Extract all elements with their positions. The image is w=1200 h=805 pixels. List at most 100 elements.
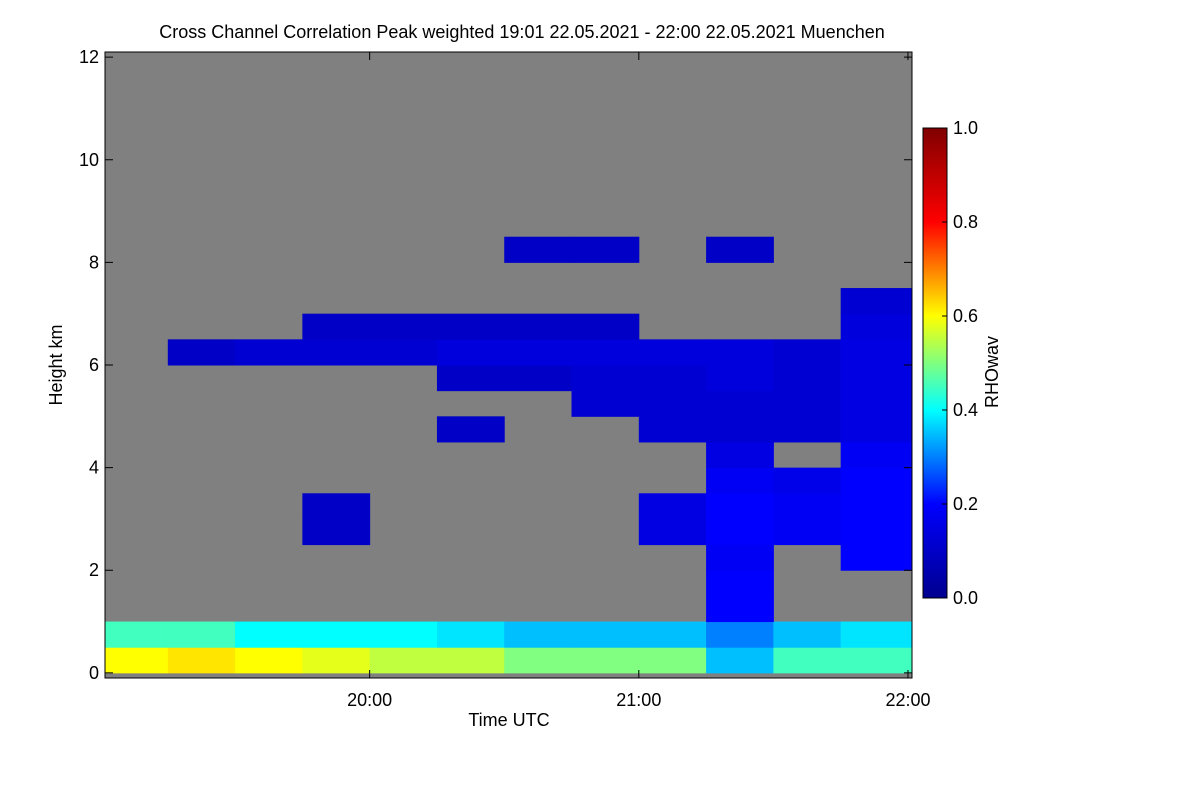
heat-cell xyxy=(638,647,707,674)
heat-cell xyxy=(235,339,303,366)
heat-cell xyxy=(840,441,912,469)
heat-cell xyxy=(571,339,640,366)
heat-cell xyxy=(773,365,842,392)
y-tick-label: 2 xyxy=(89,560,99,580)
heat-cell xyxy=(105,647,169,674)
heat-cell xyxy=(706,493,774,520)
heat-cell xyxy=(706,365,774,392)
y-tick-label: 0 xyxy=(89,663,99,683)
heat-cell xyxy=(571,621,640,648)
heat-cell xyxy=(706,416,774,443)
heat-cell xyxy=(840,365,912,392)
heat-cell xyxy=(840,647,912,674)
colorbar-tick-label: 0.0 xyxy=(953,588,978,608)
heat-cell xyxy=(638,416,707,443)
heat-cell xyxy=(436,647,505,674)
heat-cell xyxy=(369,647,438,674)
heat-cell xyxy=(706,441,774,469)
x-tick-label: 20:00 xyxy=(347,690,392,710)
heat-cell xyxy=(369,313,438,340)
heat-cell xyxy=(571,236,640,263)
heat-cell xyxy=(105,621,169,648)
y-tick-label: 8 xyxy=(89,252,99,272)
heat-cell xyxy=(706,339,774,366)
heat-cell xyxy=(773,518,842,546)
heat-cell xyxy=(302,621,371,648)
heat-cell xyxy=(773,647,842,674)
heat-cell xyxy=(436,313,505,340)
heat-cell xyxy=(436,621,505,648)
x-axis-label: Time UTC xyxy=(468,710,549,730)
heat-cell xyxy=(840,518,912,546)
heat-cell xyxy=(840,390,912,417)
heat-cell xyxy=(302,518,371,546)
heat-cell xyxy=(706,518,774,546)
heat-cell xyxy=(638,621,707,648)
heat-cell xyxy=(773,493,842,520)
heat-cell xyxy=(504,365,573,392)
colorbar-label: RHOwav xyxy=(982,336,1002,408)
colorbar-tick-label: 0.6 xyxy=(953,306,978,326)
heat-cell xyxy=(235,621,303,648)
heat-cell xyxy=(773,339,842,366)
x-tick-label: 21:00 xyxy=(616,690,661,710)
y-tick-label: 4 xyxy=(89,458,99,478)
heat-cell xyxy=(302,493,371,520)
heat-cell xyxy=(436,339,505,366)
colorbar-tick-label: 0.8 xyxy=(953,212,978,232)
heat-cell xyxy=(773,467,842,494)
heat-cell xyxy=(773,416,842,443)
heat-cell xyxy=(504,313,573,340)
heat-cell xyxy=(840,544,912,571)
chart-title: Cross Channel Correlation Peak weighted … xyxy=(159,22,885,42)
heat-cell xyxy=(638,339,707,366)
heat-cell xyxy=(706,467,774,494)
heat-cell xyxy=(706,621,774,648)
heat-cell xyxy=(773,390,842,417)
heat-cell xyxy=(638,365,707,392)
heat-cell xyxy=(504,621,573,648)
y-tick-label: 6 xyxy=(89,355,99,375)
heat-cell xyxy=(840,493,912,520)
colorbar-tick-label: 0.4 xyxy=(953,400,978,420)
heat-cell xyxy=(504,236,573,263)
heat-cell xyxy=(706,570,774,597)
heat-cell xyxy=(571,390,640,417)
heat-cell xyxy=(504,647,573,674)
heat-cell xyxy=(706,647,774,674)
heat-cell xyxy=(840,621,912,648)
heat-cell xyxy=(638,390,707,417)
heat-cell xyxy=(706,595,774,623)
y-axis-label: Height km xyxy=(46,324,66,405)
heat-cell xyxy=(235,647,303,674)
cells xyxy=(105,236,912,674)
heat-cell xyxy=(571,647,640,674)
heat-cell xyxy=(706,236,774,263)
heat-cell xyxy=(840,288,912,315)
heat-cell xyxy=(302,647,371,674)
heat-cell xyxy=(167,647,236,674)
heat-cell xyxy=(302,339,371,366)
y-tick-label: 12 xyxy=(79,47,99,67)
heat-cell xyxy=(167,621,236,648)
heat-cell xyxy=(840,467,912,494)
heat-cell xyxy=(638,518,707,546)
heat-cell xyxy=(840,416,912,443)
heat-cell xyxy=(638,493,707,520)
heat-cell xyxy=(571,313,640,340)
x-tick-label: 22:00 xyxy=(885,690,930,710)
colorbar-tick-label: 0.2 xyxy=(953,494,978,514)
heat-cell xyxy=(167,339,236,366)
heat-cell xyxy=(436,365,505,392)
heat-cell xyxy=(369,621,438,648)
y-tick-label: 10 xyxy=(79,150,99,170)
heat-cell xyxy=(302,313,371,340)
heat-cell xyxy=(369,339,438,366)
heat-cell xyxy=(840,339,912,366)
colorbar-tick-label: 1.0 xyxy=(953,118,978,138)
heat-cell xyxy=(436,416,505,443)
heat-cell xyxy=(504,339,573,366)
heat-cell xyxy=(571,365,640,392)
